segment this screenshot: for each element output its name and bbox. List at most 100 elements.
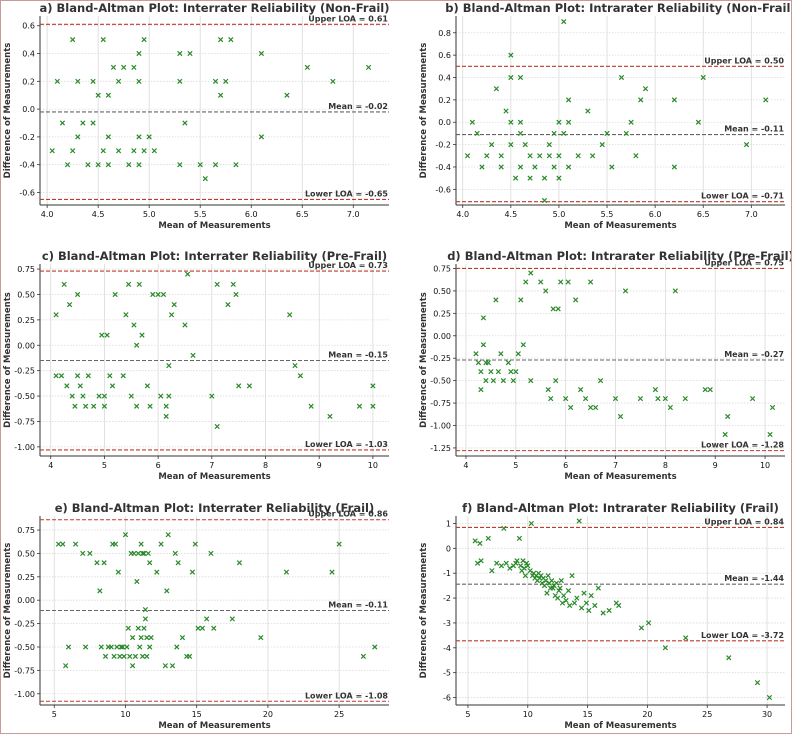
data-point [72,403,78,409]
x-axis-label: Mean of Measurements [158,472,270,482]
data-point [137,644,143,650]
data-point [485,360,492,366]
data-point [551,164,557,170]
y-tick-label: 0.2 [22,77,35,86]
data-point [586,607,592,614]
data-point [557,585,563,591]
data-point [767,431,773,438]
data-point [195,625,201,631]
data-point [505,360,511,366]
data-point [743,141,750,148]
data-point [769,404,776,411]
data-point [292,362,298,369]
data-point [64,383,70,389]
data-point [558,578,564,584]
x-tick-label: 5 [465,710,470,719]
data-point [546,153,552,159]
data-point [192,541,198,547]
data-point [212,78,219,84]
lower-loa-label: Lower LOA = -1.28 [701,441,784,450]
data-point [63,663,69,669]
data-point [667,404,673,411]
data-point [208,550,214,557]
data-point [544,590,550,596]
data-point [214,281,220,287]
data-point [642,86,649,92]
data-point [65,644,72,650]
data-point [336,541,342,547]
data-point [185,271,191,277]
data-point [99,332,105,338]
data-point [517,119,524,125]
data-point [549,578,555,584]
data-point [508,52,514,58]
x-tick-label: 6 [156,461,161,470]
data-point [330,78,336,84]
data-point [158,541,164,547]
data-point [145,550,151,557]
data-point [126,162,132,168]
data-point [637,395,644,402]
chart-title: c) Bland-Altman Plot: Interrater Reliabi… [42,249,387,263]
data-point [136,134,142,140]
y-tick-label: -0.25 [14,367,35,376]
data-point [372,644,378,650]
data-point [514,558,520,564]
data-point [472,538,478,544]
data-point [588,592,594,599]
data-point [230,281,236,287]
data-point [228,37,234,43]
data-point [236,383,242,389]
data-point [513,175,519,181]
chart-title: d) Bland-Altman Plot: Intrarater Reliabi… [447,249,792,263]
data-point [517,563,524,569]
data-point [139,550,146,557]
data-point [246,383,253,389]
data-point [132,653,139,659]
data-point [599,141,605,148]
data-point [223,78,229,84]
data-point [493,297,499,303]
y-tick-label: -0.75 [14,666,35,675]
data-point [160,291,167,298]
data-point [138,541,144,547]
chart-title: a) Bland-Altman Plot: Interrater Reliabi… [40,1,390,15]
data-point [662,395,668,402]
data-point [480,342,487,348]
data-point [749,395,756,402]
data-point [174,644,180,650]
x-tick-label: 6.0 [649,210,662,219]
y-tick-label: -0.6 [435,185,451,194]
y-axis-label: Difference of Measurements [419,43,429,179]
data-point [115,569,121,575]
x-tick-label: 5 [52,710,57,719]
data-point [122,532,129,538]
chart-panel-4: e) Bland-Altman Plot: Interrater Reliabi… [3,501,389,731]
data-point [82,644,89,650]
data-point [58,373,65,379]
chart-panel-5: f) Bland-Altman Plot: Intrarater Reliabi… [419,501,785,731]
data-point [473,351,479,357]
data-point [622,288,629,294]
y-axis-label: Difference of Measurements [419,543,429,679]
data-point [479,164,485,170]
data-point [129,663,136,669]
data-point [571,600,578,606]
x-tick-label: 6.0 [245,210,258,219]
y-tick-label: 0.8 [438,29,451,38]
data-point [754,679,761,686]
upper-loa-label: Upper LOA = 0.86 [308,510,388,519]
y-tick-label: -0.50 [14,392,35,401]
data-point [95,162,101,168]
data-point [489,568,495,574]
data-point [360,653,366,659]
data-point [187,50,193,57]
x-tick-label: 15 [192,710,202,719]
data-point [516,535,523,542]
data-point [94,560,100,566]
data-point [555,306,561,312]
data-point [136,78,142,84]
data-point [297,373,304,379]
data-point [55,541,62,547]
data-point [589,153,596,159]
